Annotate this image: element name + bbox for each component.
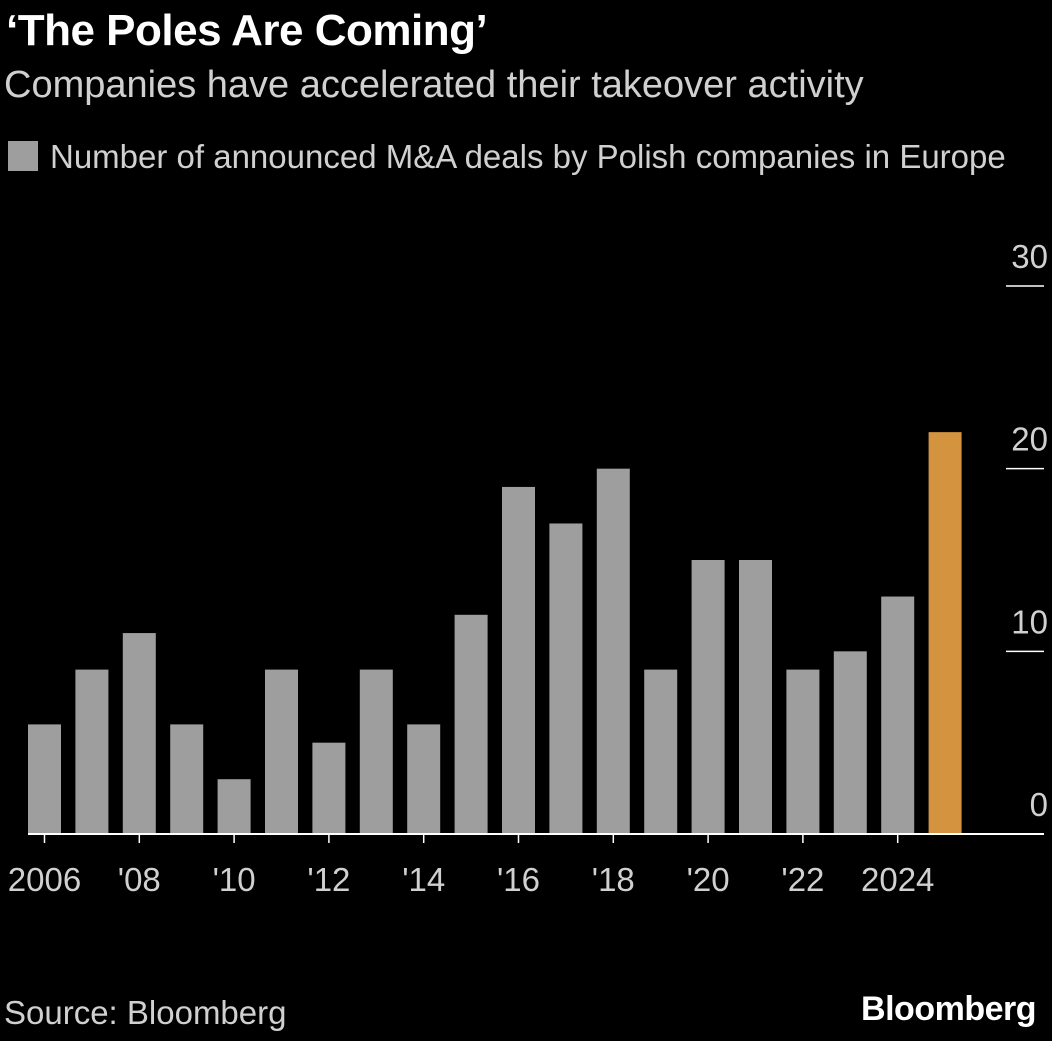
bar (122, 633, 156, 834)
y-axis: 0 10 20 30 (1006, 238, 1048, 823)
bar (170, 724, 204, 834)
x-tick-label: '08 (118, 861, 161, 898)
bar (217, 779, 251, 834)
x-tick-label: '22 (781, 861, 824, 898)
bar (691, 560, 725, 834)
source-note: Source: Bloomberg (4, 994, 287, 1031)
bar (596, 468, 630, 834)
x-tick-label: '12 (307, 861, 350, 898)
y-tick-label: 10 (1011, 603, 1048, 640)
x-tick-label: '10 (213, 861, 256, 898)
y-tick-label: 20 (1011, 421, 1048, 458)
bar (786, 669, 820, 834)
bar (644, 669, 678, 834)
legend: Number of announced M&A deals by Polish … (8, 136, 1038, 177)
bar (833, 651, 867, 834)
y-tick-label: 30 (1011, 238, 1048, 275)
bars (28, 432, 962, 834)
bar (407, 724, 441, 834)
y-tick-label: 0 (1030, 786, 1048, 823)
bloomberg-logo: Bloomberg (861, 990, 1036, 1028)
x-axis: 2006 '08 '10 '12 '14 '16 '18 '20 '22 2024 (8, 833, 1044, 898)
bar (265, 669, 298, 834)
legend-label: Number of announced M&A deals by Polish … (50, 138, 1006, 175)
chart-title: ‘The Poles Are Coming’ (6, 6, 488, 55)
x-tick-label: '18 (592, 861, 635, 898)
x-tick-label: 2006 (8, 861, 81, 898)
chart-subtitle: Companies have accelerated their takeove… (4, 64, 864, 106)
x-tick-label: '16 (497, 861, 540, 898)
bar (75, 669, 109, 834)
bar (549, 523, 583, 834)
bar (359, 669, 393, 834)
bar (739, 560, 772, 834)
bar (312, 742, 346, 834)
bar (881, 596, 915, 834)
x-tick-label: '20 (687, 861, 730, 898)
bar (454, 614, 488, 834)
bar (28, 724, 61, 834)
bar (502, 486, 535, 834)
x-tick-label: 2024 (861, 861, 934, 898)
x-tick-label: '14 (402, 861, 445, 898)
legend-swatch (8, 141, 38, 171)
bar-highlight (928, 432, 962, 834)
